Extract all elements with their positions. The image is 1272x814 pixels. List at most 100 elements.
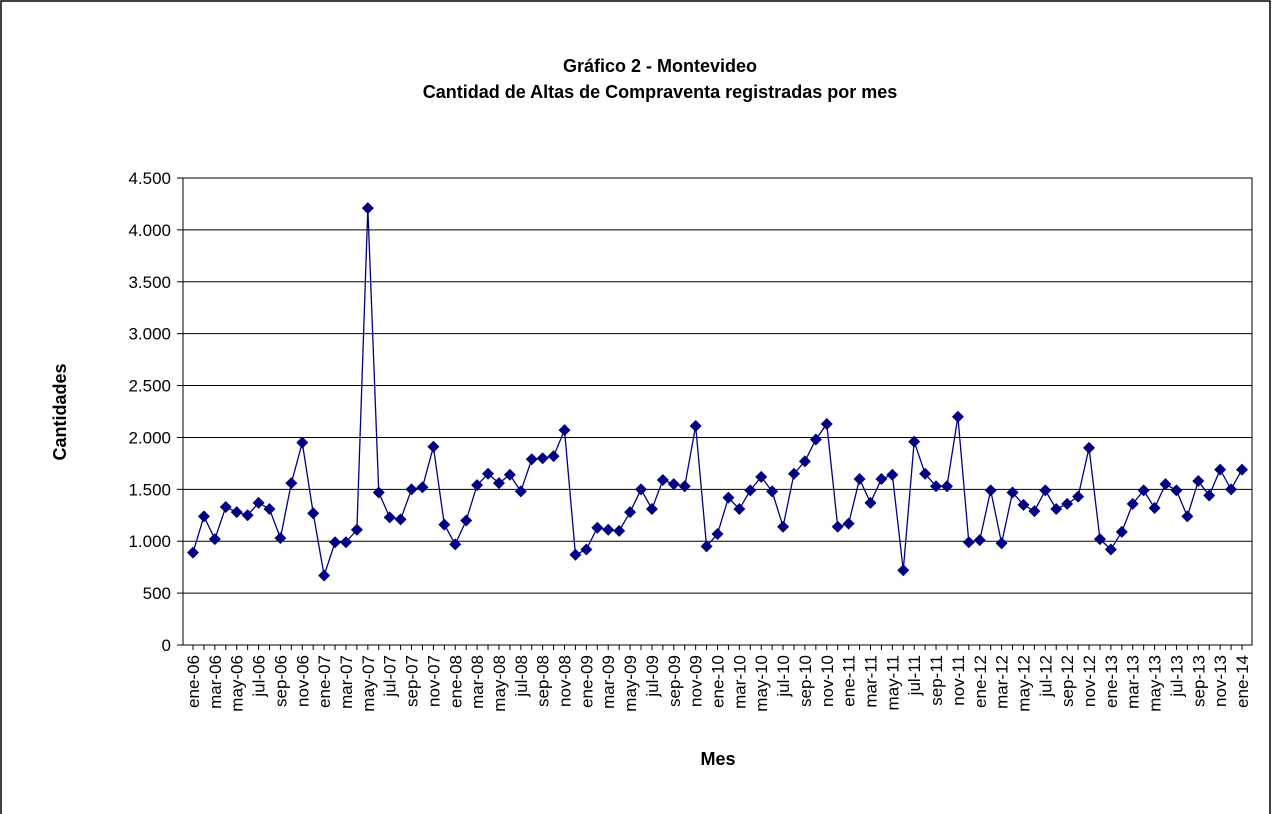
marker [1137,484,1150,497]
x-tick-label: mar-07 [337,655,356,709]
marker [1039,484,1052,497]
x-tick-label: ene-13 [1102,655,1121,708]
marker [427,440,440,453]
x-tick-label: may-06 [228,655,247,712]
marker [187,546,199,559]
marker [492,477,505,490]
marker [1115,525,1128,538]
marker [591,521,604,534]
marker [897,564,910,577]
chart-subtitle: Cantidad de Altas de Compraventa registr… [423,82,897,102]
marker [984,484,997,497]
x-tick-label: nov-10 [818,655,837,707]
marker [1006,486,1019,499]
marker [645,503,658,516]
x-tick-label: nov-12 [1080,655,1099,707]
marker [667,478,680,491]
marker [197,510,210,523]
y-axis-label: Cantidades [50,363,70,460]
marker [285,477,298,490]
marker [219,500,232,513]
marker [1236,463,1248,476]
y-tick-label: 3.000 [128,325,171,344]
x-tick-label: mar-09 [599,655,618,709]
marker [1170,484,1183,497]
marker [940,480,953,493]
y-tick-label: 2.500 [128,377,171,396]
marker [798,455,811,468]
marker [383,511,396,524]
marker [1028,505,1041,518]
marker [460,514,473,527]
x-tick-label: mar-11 [861,655,880,708]
x-tick-label: nov-13 [1211,655,1230,707]
marker [536,452,549,465]
x-tick-label: ene-08 [446,655,465,708]
y-tick-label: 1.000 [128,532,171,551]
x-tick-label: may-09 [621,655,640,712]
marker [318,569,331,582]
x-tick-label: nov-07 [424,655,443,707]
marker [569,548,582,561]
marker [482,467,495,480]
marker [416,481,429,494]
marker [372,486,385,499]
marker [962,536,975,549]
marker [405,483,418,496]
marker [547,450,560,463]
marker [1148,502,1161,515]
x-tick-label: may-08 [490,655,509,712]
marker [503,468,516,481]
marker [853,472,866,485]
x-tick-label: sep-11 [927,655,946,706]
x-axis-label: Mes [700,749,735,769]
marker [624,506,637,519]
marker [864,496,877,509]
x-tick-label: mar-06 [206,655,225,709]
x-tick-label: ene-06 [184,655,203,708]
marker [951,410,964,423]
y-tick-label: 500 [143,584,171,603]
y-tick-label: 4.000 [128,221,171,240]
x-tick-label: jul-13 [1167,655,1186,698]
marker [613,524,626,537]
marker [919,467,932,480]
marker [820,417,833,430]
marker [361,202,374,215]
marker [1192,475,1205,488]
marker [1093,533,1106,546]
x-tick-label: mar-13 [1124,655,1143,709]
x-tick-label: sep-13 [1189,655,1208,707]
marker [525,453,538,466]
x-tick-label: jul-06 [250,655,269,698]
marker [449,538,462,551]
marker [307,507,320,520]
x-tick-label: sep-10 [796,655,815,707]
x-tick-label: mar-12 [993,655,1012,709]
x-tick-label: sep-08 [534,655,553,707]
marker [908,435,921,448]
marker [700,540,713,553]
marker [886,468,899,481]
x-tick-label: ene-09 [577,655,596,708]
x-tick-label: nov-09 [687,655,706,707]
x-tick-label: sep-09 [665,655,684,707]
marker [230,506,243,519]
marker [252,496,265,509]
marker [1214,463,1227,476]
y-tick-label: 3.500 [128,273,171,292]
marker [263,503,276,516]
x-tick-label: jul-10 [774,655,793,698]
marker [973,534,986,547]
marker [1225,483,1238,496]
x-tick-label: may-13 [1146,655,1165,712]
marker [930,480,943,493]
marker [635,483,648,496]
x-tick-label: may-10 [752,655,771,712]
marker [339,536,352,549]
marker [558,424,571,437]
marker [744,484,757,497]
x-tick-label: nov-08 [556,655,575,707]
chart-title: Gráfico 2 - Montevideo [563,56,757,76]
x-tick-label: ene-07 [315,655,334,708]
